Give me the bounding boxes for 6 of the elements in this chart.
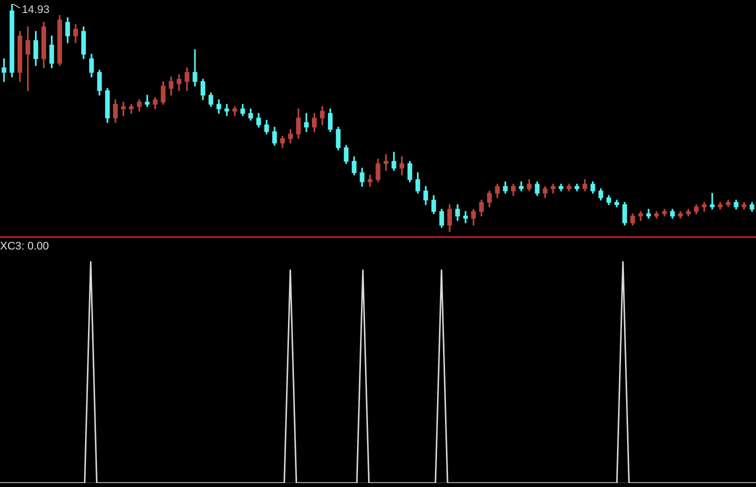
candlestick [368, 174, 372, 187]
candlestick [463, 211, 468, 224]
candlestick [384, 154, 388, 171]
candlestick [2, 58, 6, 82]
annotation: 14.93 [22, 4, 50, 16]
chart-title: XC3: 0.00 [0, 240, 49, 253]
